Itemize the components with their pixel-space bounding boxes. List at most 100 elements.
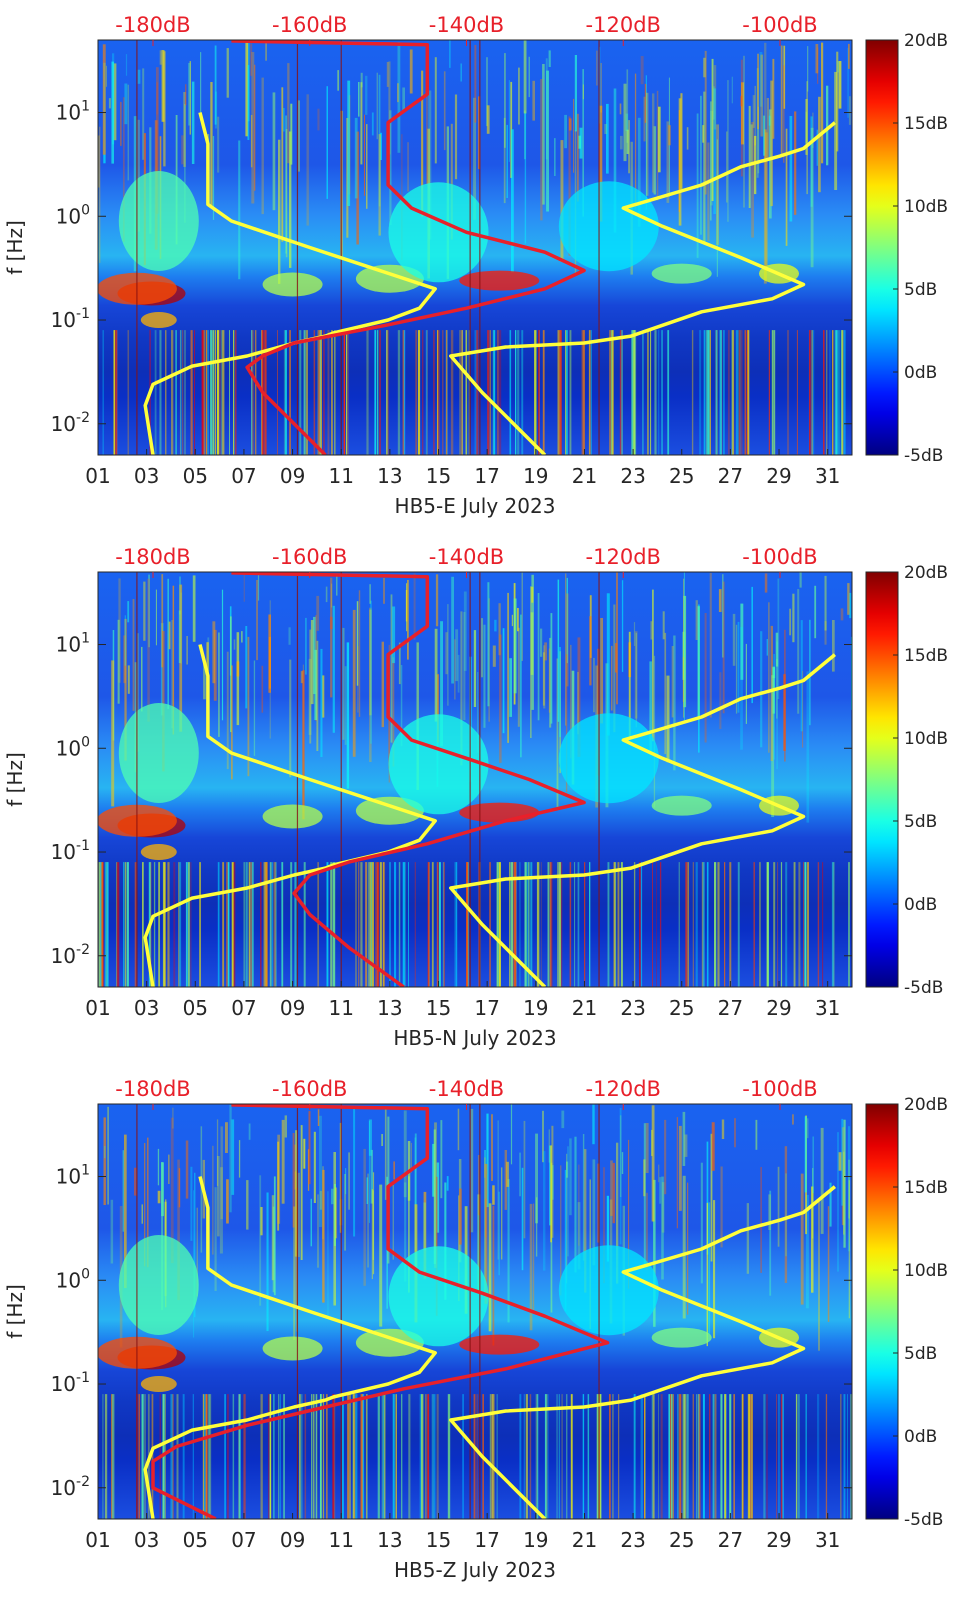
top-axis-label: -100dB (742, 545, 817, 569)
noise-bar (599, 1394, 602, 1519)
noise-streak (147, 1137, 149, 1268)
noise-streak (501, 1167, 503, 1260)
noise-streak (678, 1125, 682, 1211)
noise-bar (186, 862, 188, 987)
noise-streak (722, 581, 725, 714)
noise-bar (759, 862, 761, 987)
noise-streak (184, 104, 186, 223)
noise-streak (637, 117, 641, 227)
noise-bar (741, 330, 743, 455)
noise-bar (468, 330, 470, 455)
noise-streak (546, 70, 549, 212)
noise-bar (705, 330, 708, 455)
noise-bar (544, 1394, 547, 1519)
noise-bar (251, 862, 254, 987)
noise-streak (748, 105, 751, 208)
noise-bar (519, 1394, 522, 1519)
noise-streak (697, 606, 700, 719)
noise-streak (646, 92, 649, 196)
microseism-patch (355, 1328, 424, 1357)
noise-streak (325, 586, 328, 603)
noise-streak (183, 92, 186, 167)
noise-streak (726, 131, 728, 203)
x-tick-label: 21 (572, 464, 597, 488)
noise-bar (397, 330, 401, 455)
noise-streak (530, 586, 532, 738)
noise-streak (380, 132, 382, 160)
noise-streak (612, 1162, 615, 1224)
noise-streak (383, 578, 385, 604)
noise-bar (113, 330, 116, 455)
noise-streak (542, 64, 545, 205)
noise-bar (707, 330, 710, 455)
top-axis-label: -160dB (272, 1077, 347, 1101)
noise-bar (164, 1394, 166, 1519)
noise-bar (365, 862, 368, 987)
noise-streak (673, 635, 676, 771)
noise-bar (315, 1394, 318, 1519)
colorbar-tick-label: 5dB (904, 1344, 937, 1364)
noise-streak (559, 647, 561, 738)
noise-streak (403, 1110, 407, 1198)
noise-bar (355, 862, 357, 987)
noise-streak (110, 1199, 114, 1264)
noise-streak (171, 620, 174, 729)
noise-streak (327, 1191, 329, 1317)
noise-streak (757, 106, 760, 174)
noise-streak (137, 119, 140, 232)
y-tick-label: 10-1 (51, 1370, 90, 1396)
noise-streak (487, 582, 490, 707)
x-tick-label: 13 (377, 1528, 402, 1552)
noise-streak (550, 1145, 552, 1243)
noise-bar (647, 330, 649, 455)
microseism-patch (459, 270, 540, 291)
noise-streak (683, 595, 687, 708)
noise-streak (499, 634, 502, 763)
noise-streak (294, 1144, 296, 1190)
noise-bar (697, 1394, 700, 1519)
noise-streak (370, 600, 372, 744)
noise-streak (177, 1159, 180, 1301)
noise-bar (529, 1394, 532, 1519)
noise-bar (332, 1394, 335, 1519)
noise-bar (383, 1394, 386, 1519)
noise-streak (457, 654, 460, 693)
noise-bar (98, 862, 101, 987)
noise-streak (290, 103, 293, 165)
noise-streak (664, 1119, 667, 1195)
noise-streak (488, 1203, 492, 1332)
noise-bar (590, 330, 592, 455)
noise-streak (161, 50, 165, 122)
noise-bar (447, 1394, 451, 1519)
noise-streak (358, 82, 360, 117)
noise-streak (369, 607, 372, 762)
noise-streak (247, 65, 250, 140)
noise-streak (368, 1119, 372, 1156)
noise-streak (358, 590, 361, 717)
noise-bar (326, 1394, 328, 1519)
noise-streak (143, 581, 146, 641)
noise-streak (805, 1194, 809, 1309)
noise-bar (443, 862, 445, 987)
noise-bar (352, 1394, 355, 1519)
noise-streak (706, 1141, 709, 1255)
noise-bar (260, 1394, 263, 1519)
noise-bar (175, 330, 177, 455)
noise-bar (442, 330, 444, 455)
noise-streak (273, 1176, 276, 1296)
noise-bar (747, 330, 750, 455)
noise-streak (364, 114, 365, 196)
noise-bar (227, 1394, 229, 1519)
noise-streak (127, 601, 130, 623)
noise-streak (745, 643, 747, 724)
noise-streak (566, 1161, 569, 1178)
x-tick-label: 11 (328, 1528, 353, 1552)
noise-streak (815, 44, 819, 74)
noise-streak (473, 630, 477, 707)
noise-streak (848, 1180, 851, 1319)
noise-streak (812, 112, 814, 148)
noise-streak (447, 604, 449, 706)
noise-bar (317, 330, 320, 455)
noise-streak (384, 1107, 387, 1200)
noise-streak (829, 1182, 832, 1227)
